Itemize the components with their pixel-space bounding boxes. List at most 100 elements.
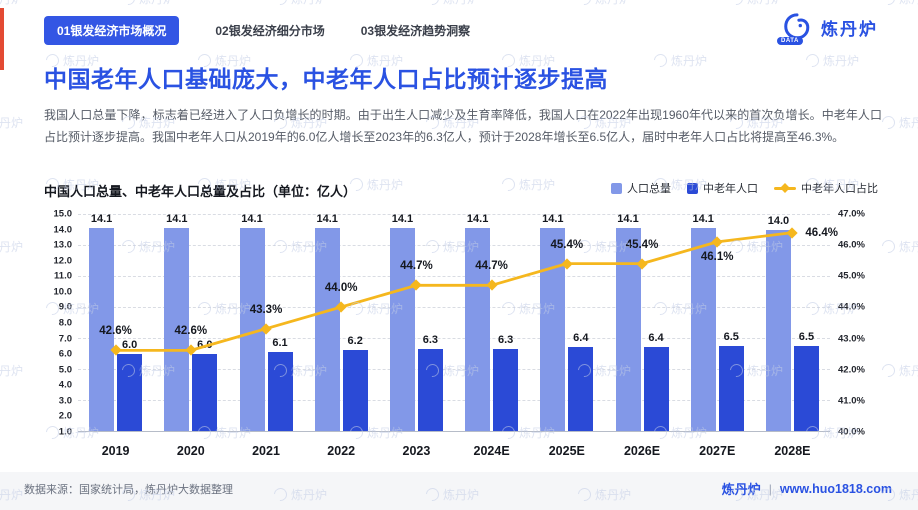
bar-group: 14.1 6.2 [304, 213, 379, 431]
right-axis: 47.0% 46.0% 45.0% 44.0% 43.0% 42.0% 41.0% 40.0% [834, 209, 882, 438]
ratio-value-label: 44.7% [475, 260, 508, 273]
bar-group: 14.1 6.4 [529, 212, 604, 431]
watermark: 炼丹炉 [575, 0, 631, 8]
bar-value-label: 6.4 [648, 332, 664, 345]
chart-legend: 人口总量 中老年人口 中老年人口占比 [611, 180, 878, 196]
legend-item: 中老年人口 [687, 180, 758, 196]
legend-square-swatch [611, 182, 622, 194]
left-axis-tick: 11.0 [54, 270, 72, 282]
footer-site: 炼丹炉 | www.huo1818.com [722, 479, 892, 498]
watermark: 炼丹炉 [727, 0, 783, 8]
bar-total-population: 14.1 [465, 213, 491, 431]
left-axis-tick: 14.0 [53, 224, 73, 236]
watermark-logo-icon [119, 0, 138, 8]
bar-group: 14.1 6.3 [379, 213, 454, 431]
left-accent-bar [0, 8, 4, 70]
left-axis-tick: 5.0 [58, 364, 72, 376]
right-axis-tick: 40.0% [838, 426, 865, 438]
watermark: 炼丹炉 [0, 240, 24, 254]
intro-paragraph: 我国人口总量下降，标志着已经进入了人口负增长的时期。由于出生人口减少及生育率降低… [44, 108, 882, 145]
plot-area: 14.1 6.0 14.1 6.0 14.1 6.1 14.1 6.2 14.1 6.3 14.1 6… [78, 212, 838, 432]
brand-logo-icon: DATA [777, 12, 812, 45]
bar-value-label: 14.1 [542, 212, 564, 225]
watermark-logo-icon [803, 51, 822, 70]
watermark-logo-icon [651, 51, 670, 70]
tab-market-overview[interactable]: 01银发经济市场概况 [44, 16, 180, 45]
left-axis-tick: 9.0 [58, 301, 72, 313]
watermark-logo-icon [879, 237, 898, 256]
watermark: 炼丹炉 [271, 0, 327, 8]
ratio-value-label: 42.6% [174, 325, 208, 338]
category-label: 2027E [699, 444, 736, 458]
bar-value-label: 14.1 [692, 212, 714, 225]
brand-logo[interactable]: DATA 炼丹炉 [777, 12, 878, 45]
legend-label: 中老年人口 [703, 183, 758, 195]
footer-url-link[interactable]: www.huo1818.com [779, 481, 892, 496]
ratio-line [78, 214, 830, 431]
category-label: 2019 [101, 444, 130, 458]
watermark: 炼丹炉 [347, 175, 403, 194]
bar-senior-population: 6.5 [718, 331, 744, 431]
watermark-logo-icon [879, 113, 898, 132]
top-nav: 01银发经济市场概况 02银发经济细分市场 03银发经济趋势洞察 [44, 16, 470, 45]
bar-senior-population: 6.3 [493, 334, 519, 431]
bar-value-label: 14.1 [90, 212, 113, 225]
gridline [78, 307, 830, 308]
chart-title: 中国人口总量、中老年人口总量及占比（单位：亿人） [44, 184, 357, 199]
left-axis-tick: 15.0 [53, 208, 73, 220]
right-axis-tick: 41.0% [838, 395, 865, 407]
bar-value-label: 6.5 [798, 330, 815, 343]
page-title: 中国老年人口基础庞大，中老年人口占比预计逐步提高 [44, 66, 608, 92]
watermark: 炼丹炉 [879, 113, 918, 132]
left-axis-tick: 1.0 [58, 426, 72, 438]
gridline [78, 400, 830, 401]
ratio-value-label: 44.0% [324, 282, 358, 294]
bar-groups: 14.1 6.0 14.1 6.0 14.1 6.1 14.1 6.2 14.1 6.3 14.1 6… [78, 212, 830, 431]
bar-senior-population: 6.0 [117, 339, 143, 431]
footer-divider: | [768, 481, 772, 496]
legend-line-swatch [774, 183, 796, 193]
footer-brand: 炼丹炉 [721, 482, 761, 497]
tab-market-segments[interactable]: 02银发经济细分市场 [215, 24, 325, 38]
category-label: 2021 [252, 444, 280, 458]
legend-item: 人口总量 [611, 180, 671, 196]
bar-value-label: 14.0 [767, 214, 790, 227]
bar-senior-population: 6.2 [342, 335, 368, 431]
legend-square-swatch [687, 182, 698, 194]
bar-group: 14.1 6.0 [153, 213, 228, 431]
category-label: 2028E [774, 444, 811, 458]
right-axis-tick: 46.0% [838, 239, 865, 251]
category-label: 2023 [402, 444, 431, 458]
ratio-value-label: 43.3% [249, 303, 283, 316]
gridline [78, 338, 830, 339]
bar-value-label: 14.1 [241, 212, 263, 225]
bar-total-population: 14.1 [690, 213, 716, 431]
right-axis-tick: 47.0% [838, 208, 865, 220]
watermark-logo-icon [499, 175, 518, 194]
watermark: 炼丹炉 [119, 0, 175, 8]
gridline [78, 245, 830, 246]
category-label: 2026E [623, 444, 661, 458]
watermark-logo-icon [423, 0, 442, 8]
left-axis-tick: 13.0 [53, 239, 73, 251]
ratio-value-label: 46.4% [805, 226, 838, 239]
watermark: 炼丹炉 [0, 364, 24, 378]
category-label: 2022 [327, 444, 356, 458]
bar-group: 14.1 6.0 [78, 212, 153, 431]
right-axis-tick: 43.0% [838, 333, 865, 345]
brand-logo-badge: DATA [777, 37, 803, 45]
gridline [78, 214, 830, 215]
ratio-value-label: 45.4% [625, 238, 659, 251]
bar-group: 14.1 6.4 [604, 213, 679, 431]
left-axis-tick: 3.0 [58, 395, 72, 407]
left-axis-tick: 6.0 [58, 348, 72, 360]
watermark: 炼丹炉 [423, 0, 479, 8]
left-axis-tick: 10.0 [53, 286, 73, 298]
watermark-logo-icon [879, 361, 898, 380]
ratio-value-label: 44.7% [400, 260, 433, 273]
bar-value-label: 6.0 [121, 338, 138, 351]
left-axis: 15.0 14.0 13.0 12.0 11.0 10.0 9.0 8.0 7.0 6.0 5.0 4… [44, 209, 74, 438]
tab-trend-insight[interactable]: 03银发经济趋势洞察 [360, 24, 471, 38]
right-axis-tick: 44.0% [838, 301, 865, 313]
legend-diamond [780, 183, 790, 193]
